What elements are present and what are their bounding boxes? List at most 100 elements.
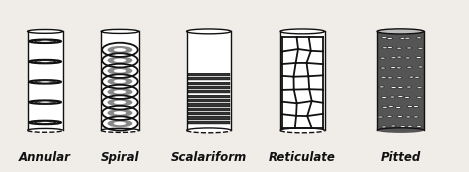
Text: Reticulate: Reticulate (269, 152, 336, 164)
Ellipse shape (40, 61, 50, 62)
Ellipse shape (381, 97, 387, 99)
Text: Scalariform: Scalariform (171, 152, 247, 164)
Ellipse shape (416, 125, 422, 127)
Ellipse shape (377, 29, 424, 34)
FancyBboxPatch shape (188, 85, 230, 86)
FancyBboxPatch shape (188, 98, 230, 99)
FancyBboxPatch shape (188, 86, 230, 89)
Ellipse shape (413, 116, 419, 118)
Ellipse shape (113, 122, 126, 125)
Ellipse shape (377, 128, 424, 133)
Ellipse shape (390, 67, 396, 68)
FancyBboxPatch shape (188, 112, 230, 115)
Ellipse shape (380, 67, 386, 69)
Ellipse shape (416, 57, 422, 58)
Ellipse shape (407, 66, 412, 68)
FancyBboxPatch shape (188, 82, 230, 85)
Ellipse shape (107, 46, 132, 54)
Ellipse shape (407, 105, 413, 107)
FancyBboxPatch shape (188, 120, 230, 121)
Ellipse shape (101, 29, 139, 33)
Bar (280, 31, 325, 130)
FancyBboxPatch shape (188, 73, 230, 76)
Text: Pitted: Pitted (380, 152, 421, 164)
Text: Spiral: Spiral (101, 152, 139, 164)
FancyBboxPatch shape (188, 77, 230, 80)
Ellipse shape (388, 105, 393, 107)
Ellipse shape (416, 96, 422, 98)
Ellipse shape (387, 115, 393, 117)
Ellipse shape (40, 41, 50, 42)
Ellipse shape (406, 47, 412, 49)
Ellipse shape (113, 111, 126, 115)
Ellipse shape (408, 76, 414, 78)
Ellipse shape (113, 80, 126, 83)
Ellipse shape (187, 29, 231, 34)
Ellipse shape (407, 125, 413, 127)
Ellipse shape (416, 37, 422, 39)
FancyBboxPatch shape (188, 95, 230, 98)
Ellipse shape (101, 128, 139, 132)
FancyBboxPatch shape (188, 93, 230, 95)
Ellipse shape (35, 61, 55, 63)
FancyBboxPatch shape (188, 106, 230, 108)
Bar (377, 31, 424, 130)
Ellipse shape (40, 122, 50, 123)
Ellipse shape (398, 95, 403, 97)
Ellipse shape (107, 120, 132, 127)
FancyBboxPatch shape (188, 90, 230, 93)
FancyBboxPatch shape (188, 102, 230, 103)
Ellipse shape (397, 116, 403, 117)
Ellipse shape (396, 56, 402, 58)
Ellipse shape (107, 56, 132, 64)
Ellipse shape (187, 128, 231, 133)
Ellipse shape (398, 87, 403, 88)
FancyBboxPatch shape (188, 99, 230, 102)
Ellipse shape (417, 87, 423, 89)
Ellipse shape (382, 106, 388, 108)
FancyBboxPatch shape (188, 121, 230, 124)
Ellipse shape (390, 96, 395, 98)
Ellipse shape (113, 90, 126, 94)
Bar (101, 31, 139, 130)
Ellipse shape (28, 29, 63, 33)
Ellipse shape (28, 128, 63, 132)
Ellipse shape (387, 37, 393, 39)
FancyBboxPatch shape (188, 72, 230, 73)
Ellipse shape (381, 126, 387, 128)
Ellipse shape (280, 128, 325, 133)
Ellipse shape (113, 59, 126, 62)
Ellipse shape (382, 47, 388, 49)
Ellipse shape (382, 37, 387, 39)
Ellipse shape (113, 48, 126, 52)
Ellipse shape (107, 99, 132, 106)
FancyBboxPatch shape (188, 111, 230, 112)
Ellipse shape (387, 77, 393, 79)
Ellipse shape (40, 102, 50, 103)
FancyBboxPatch shape (188, 80, 230, 82)
Ellipse shape (40, 81, 50, 82)
Ellipse shape (418, 66, 424, 68)
Ellipse shape (391, 87, 396, 88)
Ellipse shape (391, 57, 396, 59)
Ellipse shape (400, 126, 406, 128)
FancyBboxPatch shape (188, 103, 230, 106)
Ellipse shape (378, 116, 383, 118)
Text: Annular: Annular (19, 152, 71, 164)
Ellipse shape (113, 69, 126, 73)
Ellipse shape (381, 76, 386, 78)
Ellipse shape (396, 67, 401, 69)
FancyBboxPatch shape (188, 108, 230, 111)
FancyBboxPatch shape (188, 76, 230, 77)
Ellipse shape (413, 106, 419, 108)
Ellipse shape (396, 77, 402, 79)
Ellipse shape (405, 37, 410, 39)
Ellipse shape (406, 86, 412, 88)
Ellipse shape (380, 57, 386, 59)
Ellipse shape (107, 67, 132, 75)
Ellipse shape (395, 106, 401, 108)
Ellipse shape (35, 81, 55, 83)
Ellipse shape (379, 86, 385, 88)
Ellipse shape (107, 77, 132, 85)
FancyBboxPatch shape (188, 115, 230, 116)
